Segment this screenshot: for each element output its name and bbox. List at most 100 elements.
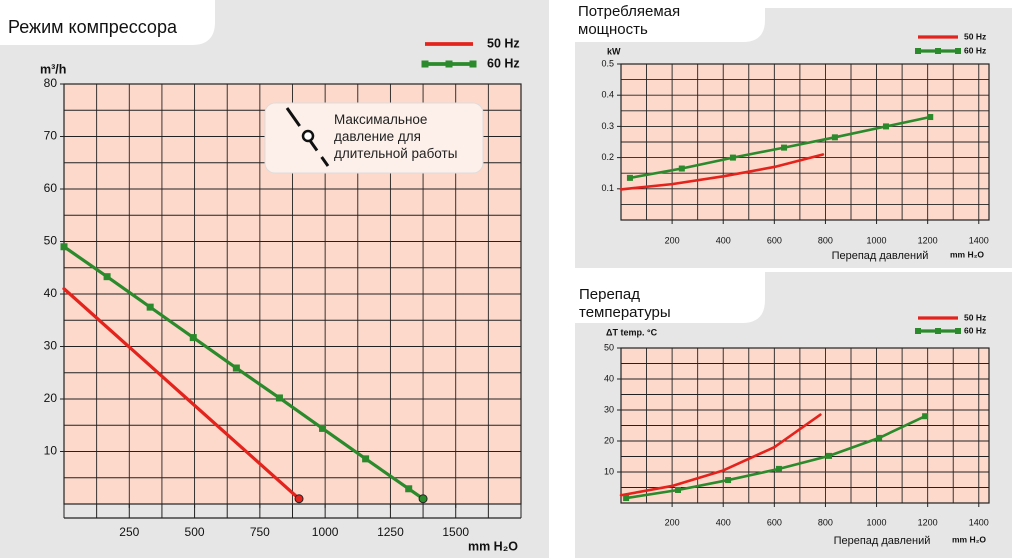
x-axis-label: mm H₂O [468, 539, 518, 553]
x-tick-label: 250 [119, 525, 139, 539]
y-tick-label: 20 [44, 391, 58, 405]
y-tick-label: 0.1 [601, 183, 614, 193]
marker [775, 465, 782, 472]
marker [674, 486, 681, 493]
annotation: Максимальное давление для длительной раб… [334, 112, 458, 161]
legend-label: 50 Hz [964, 312, 986, 322]
y-axis-label: ΔT temp. °C [606, 327, 658, 337]
x-tick-label: 600 [767, 235, 782, 245]
legend-marker [915, 48, 921, 54]
y-axis-label: kW [607, 46, 621, 56]
marker [189, 334, 197, 342]
y-tick-label: 50 [604, 342, 614, 352]
y-tick-label: 80 [44, 76, 58, 90]
marker [232, 364, 240, 372]
x-axis-unit: mm H₂O [950, 249, 984, 259]
x-axis-label: Перепад давлений [834, 535, 931, 547]
title-tab [0, 0, 215, 45]
title-tab [575, 272, 765, 323]
legend-marker [935, 328, 941, 334]
legend-marker [469, 60, 477, 68]
marker [103, 273, 111, 281]
marker [729, 154, 736, 161]
marker [781, 144, 788, 151]
y-tick-label: 0.2 [601, 152, 614, 162]
legend-marker [935, 48, 941, 54]
marker [626, 174, 633, 181]
plot-border [620, 63, 990, 221]
marker [60, 243, 68, 251]
legend-label: 60 Hz [487, 56, 520, 70]
y-tick-label: 30 [44, 339, 58, 353]
end-marker [418, 494, 428, 504]
x-tick-label: 800 [818, 517, 833, 527]
marker [623, 495, 630, 502]
x-tick-label: 1200 [918, 517, 938, 527]
y-tick-label: 50 [44, 234, 58, 248]
marker [725, 477, 732, 484]
series-line [619, 153, 825, 191]
marker [678, 165, 685, 172]
y-tick-label: 40 [604, 373, 614, 383]
y-tick-label: 10 [604, 466, 614, 476]
x-tick-label: 500 [185, 525, 205, 539]
legend-marker [421, 60, 429, 68]
plot-border [620, 347, 990, 504]
x-tick-label: 800 [818, 235, 833, 245]
x-tick-label: 1000 [867, 517, 887, 527]
y-tick-label: 70 [44, 129, 58, 143]
annotation-icon [301, 129, 315, 143]
x-tick-label: 1200 [918, 235, 938, 245]
x-tick-label: 400 [716, 235, 731, 245]
y-tick-label: 30 [604, 404, 614, 414]
marker [922, 413, 929, 420]
series-line [62, 287, 301, 501]
y-tick-label: 20 [604, 435, 614, 445]
x-tick-label: 1250 [377, 525, 404, 539]
marker [146, 303, 154, 311]
x-tick-label: 200 [665, 235, 680, 245]
y-tick-label: 10 [44, 444, 58, 458]
legend-label: 60 Hz [964, 325, 986, 335]
marker [876, 434, 883, 441]
y-tick-label: 60 [44, 181, 58, 195]
chart-title: Потребляемая мощность [578, 3, 681, 38]
x-tick-label: 750 [250, 525, 270, 539]
marker [275, 394, 283, 402]
x-axis-label: Перепад давлений [832, 250, 929, 262]
legend-label: 50 Hz [964, 31, 986, 41]
legend-marker [445, 60, 453, 68]
legend-marker [955, 48, 961, 54]
legend-marker [915, 328, 921, 334]
marker [831, 134, 838, 141]
marker [405, 485, 413, 493]
y-axis-label: m³/h [40, 62, 66, 76]
series-line [62, 245, 425, 501]
legend-marker [955, 328, 961, 334]
marker [362, 455, 370, 463]
marker [927, 114, 934, 121]
x-tick-label: 1000 [867, 235, 887, 245]
title-tab [575, 0, 765, 42]
chart-title: Режим компрессора [8, 17, 177, 37]
x-tick-label: 1400 [969, 517, 989, 527]
legend-label: 50 Hz [487, 36, 520, 50]
x-tick-label: 200 [665, 517, 680, 527]
series-line [619, 413, 822, 497]
x-tick-label: 1500 [442, 525, 469, 539]
legend-label: 60 Hz [964, 45, 986, 55]
x-tick-label: 1000 [312, 525, 339, 539]
marker [826, 452, 833, 459]
annotation-box [264, 102, 484, 174]
x-axis-unit: mm H₂O [952, 534, 986, 544]
y-tick-label: 40 [44, 286, 58, 300]
y-tick-label: 0.4 [601, 90, 614, 100]
x-tick-label: 400 [716, 517, 731, 527]
x-tick-label: 600 [767, 517, 782, 527]
y-tick-label: 0.3 [601, 121, 614, 131]
marker [883, 123, 890, 130]
x-tick-label: 1400 [969, 235, 989, 245]
end-marker [294, 494, 304, 504]
